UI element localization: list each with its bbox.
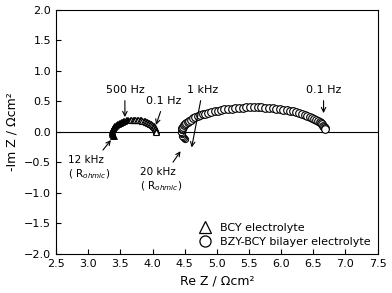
Legend: BCY electrolyte, BZY-BCY bilayer electrolyte: BCY electrolyte, BZY-BCY bilayer electro… bbox=[189, 219, 376, 252]
Text: 12 kHz
( R$_{ohmic}$): 12 kHz ( R$_{ohmic}$) bbox=[68, 141, 110, 180]
X-axis label: Re Z / Ωcm²: Re Z / Ωcm² bbox=[180, 275, 254, 287]
Text: 1 kHz: 1 kHz bbox=[187, 85, 218, 146]
Text: 0.1 Hz: 0.1 Hz bbox=[147, 96, 182, 124]
Text: 500 Hz: 500 Hz bbox=[105, 85, 144, 116]
Text: 20 kHz
( R$_{ohmic}$): 20 kHz ( R$_{ohmic}$) bbox=[140, 152, 182, 193]
Y-axis label: -Im Z / Ωcm²: -Im Z / Ωcm² bbox=[5, 92, 18, 171]
Text: 0.1 Hz: 0.1 Hz bbox=[306, 85, 341, 112]
